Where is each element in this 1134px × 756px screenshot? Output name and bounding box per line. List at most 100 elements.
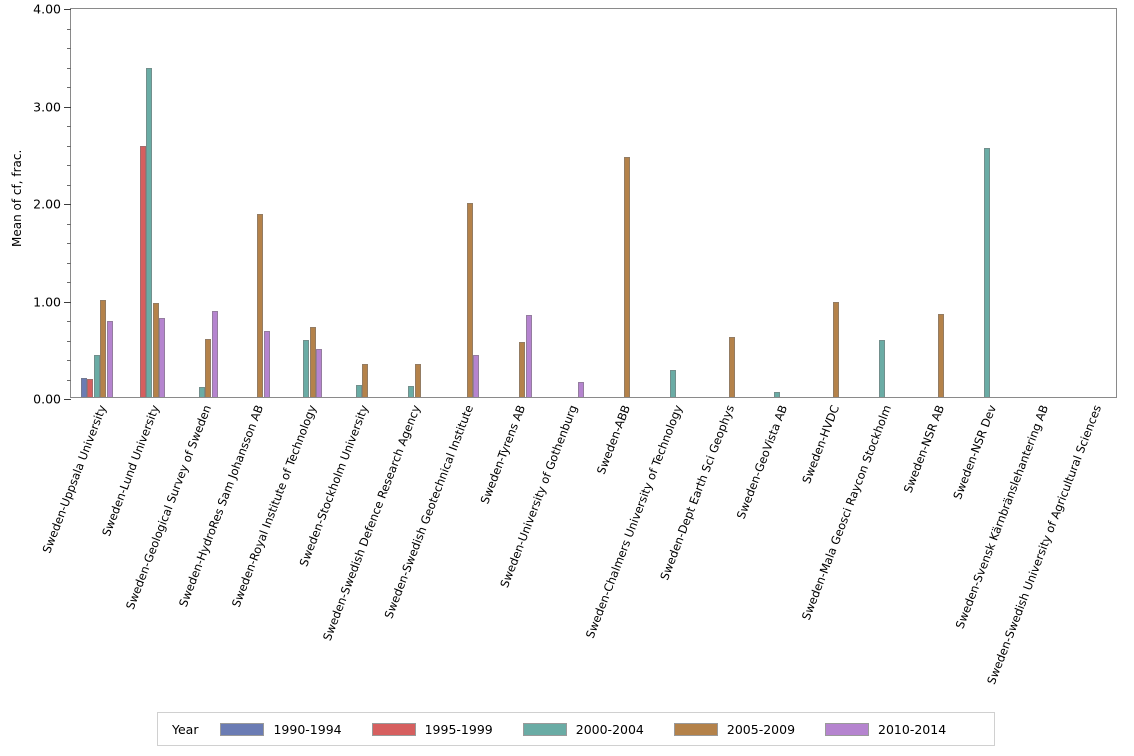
bar	[879, 340, 886, 397]
x-tick-label: Sweden-Tyrens AB	[477, 403, 528, 506]
bar	[466, 202, 473, 397]
y-axis-title: Mean of cf, frac.	[10, 149, 24, 247]
bar	[774, 392, 781, 397]
bar	[408, 386, 414, 397]
bar	[146, 68, 153, 397]
bar	[414, 363, 421, 397]
bar	[833, 302, 840, 397]
x-tick-label: Sweden-ABB	[594, 403, 633, 476]
x-tick-label: Sweden-Chalmers University of Technology	[583, 403, 685, 640]
x-tick-label: Sweden-NSR Dev	[950, 403, 999, 501]
legend-label: 2010-2014	[878, 721, 947, 737]
x-tick-label: Sweden-Mala Geosci Raycon Stockholm	[799, 403, 894, 622]
x-tick-label-text: Sweden-Swedish University of Agricultura…	[983, 403, 1104, 687]
bar	[152, 303, 159, 397]
y-tick-minor	[67, 282, 71, 283]
legend-label: 2000-2004	[575, 721, 644, 737]
x-tick-label: Sweden-Swedish Defence Research Agency	[320, 403, 423, 643]
legend-color-swatch	[371, 722, 416, 736]
plot-area: 0.00 1.00 2.00 3.00 4.00	[33, 2, 1117, 407]
x-tick-label: Sweden-Lund University	[99, 403, 162, 538]
bar	[303, 340, 310, 397]
x-tick-label: Sweden-NSR AB	[900, 403, 946, 495]
y-tick-minor	[67, 48, 71, 49]
bar	[578, 382, 585, 397]
legend-entry[interactable]: 2000-2004	[522, 721, 644, 737]
bar	[316, 349, 323, 397]
bar	[100, 300, 107, 397]
legend-color-swatch	[673, 722, 718, 736]
bar	[263, 330, 270, 397]
x-tick-label: Sweden-HVDC	[799, 403, 842, 486]
y-tick-major	[64, 301, 71, 303]
bar	[525, 315, 532, 397]
y-tick-minor	[67, 67, 71, 69]
y-tick-minor	[67, 340, 71, 342]
x-axis-labels: Sweden-Uppsala University Sweden-Lund Uni…	[40, 399, 1117, 699]
legend-entry[interactable]: 2010-2014	[825, 722, 946, 737]
y-tick-label: 3.00	[33, 99, 61, 114]
y-tick-major	[64, 399, 71, 400]
bar	[938, 314, 944, 397]
y-tick-major	[64, 106, 71, 108]
y-tick-minor	[67, 223, 71, 225]
bar	[728, 336, 735, 397]
bar	[623, 157, 630, 397]
bar	[159, 318, 166, 397]
y-tick-major	[64, 204, 71, 205]
x-tick-label-text: Sweden-Mala Geosci Raycon Stockholm	[799, 403, 895, 622]
x-tick-label-text: Sweden-Chalmers University of Technology	[582, 403, 686, 641]
x-tick-label-text: Sweden-NSR Dev	[950, 403, 1000, 502]
x-tick-label-text: Sweden-HVDC	[799, 403, 843, 486]
y-tick-label: 1.00	[33, 294, 61, 309]
y-tick-minor	[67, 87, 71, 88]
bar	[211, 311, 218, 397]
x-tick-label-text: Sweden-Lund University	[98, 403, 162, 539]
x-tick-label-text: Sweden-Swedish Geotechnical Institute	[381, 403, 476, 621]
x-tick-label-text: Sweden-Tyrens AB	[477, 403, 529, 506]
bar	[473, 355, 480, 397]
bar	[309, 326, 316, 397]
y-tick-minor	[67, 379, 71, 381]
legend-entry[interactable]: 2005-2009	[673, 721, 796, 737]
x-tick-label: Sweden-Swedish University of Agricultura…	[984, 403, 1104, 686]
bar	[362, 363, 369, 397]
x-tick-label-text: Sweden-NSR AB	[900, 403, 947, 495]
bar	[355, 385, 362, 397]
bar	[205, 338, 212, 397]
legend-color-swatch	[825, 722, 870, 736]
legend-title: Year	[172, 721, 199, 737]
y-tick-minor	[67, 145, 71, 147]
x-tick-label: Sweden-Svensk Kärnbränslehantering AB	[953, 403, 1051, 631]
legend-color-swatch	[220, 722, 265, 736]
legend-entry[interactable]: 1995-1999	[371, 721, 493, 737]
y-tick-minor	[67, 28, 71, 30]
bar	[198, 387, 205, 397]
bar	[106, 320, 113, 397]
legend-label: 2005-2009	[726, 721, 796, 737]
y-tick-label: 2.00	[33, 196, 61, 212]
bar	[87, 379, 94, 397]
bar	[139, 146, 146, 397]
x-tick-label-text: Sweden-ABB	[593, 403, 633, 477]
x-tick-label-text: Sweden-Svensk Kärnbränslehantering AB	[953, 403, 1052, 631]
x-tick-label: Sweden-GeoVista AB	[733, 403, 789, 521]
y-tick-minor	[67, 321, 71, 322]
bar	[80, 378, 87, 397]
y-tick-minor	[67, 243, 71, 244]
y-tick-label: 4.00	[33, 1, 61, 17]
bar	[519, 342, 526, 397]
legend-entry[interactable]: 1990-1994	[220, 721, 342, 737]
legend-label: 1995-1999	[424, 721, 493, 737]
legend-entries: 1990-1994 1995-1999 2000-2004 2005-2009 2010…	[220, 722, 976, 737]
y-tick-minor	[67, 165, 71, 166]
x-tick-label: Sweden-Swedish Geotechnical Institute	[381, 403, 476, 620]
y-tick-label: 0.00	[33, 391, 61, 407]
bar	[669, 369, 676, 397]
legend-color-swatch	[522, 722, 567, 736]
legend-label: 1990-1994	[273, 721, 342, 737]
bar	[983, 148, 990, 397]
y-tick-major	[64, 9, 71, 10]
y-tick-minor	[67, 262, 71, 264]
